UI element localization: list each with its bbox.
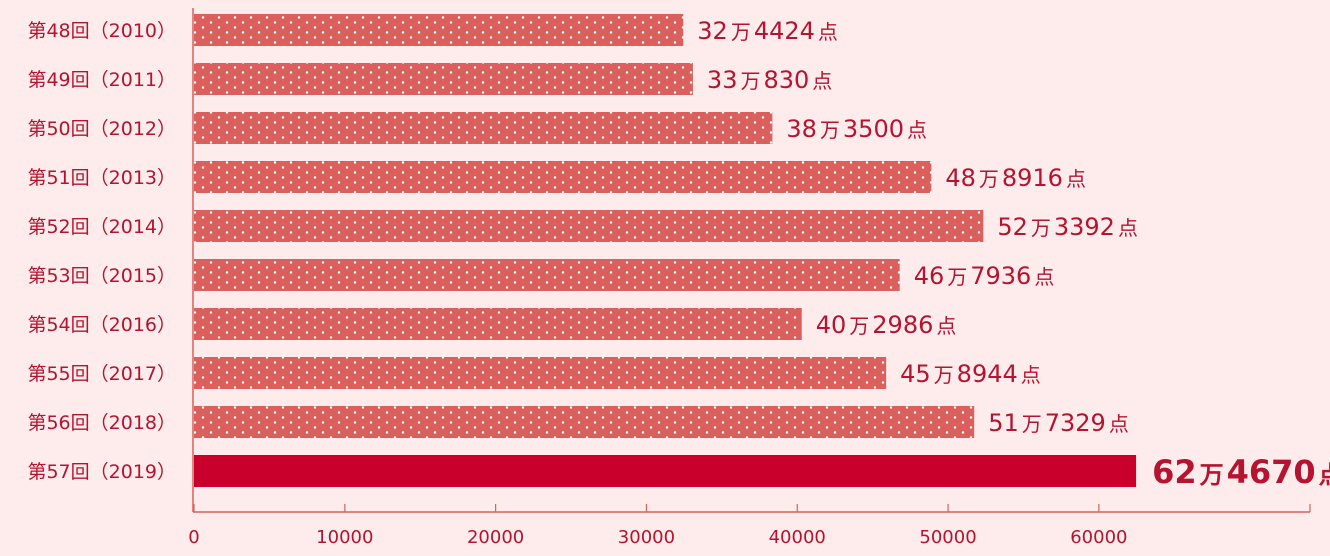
- bar: [194, 63, 693, 95]
- bar: [194, 308, 802, 340]
- value-label: 62万4670点: [1152, 453, 1330, 491]
- x-tick-label: 0: [188, 527, 199, 548]
- bar: [194, 210, 984, 242]
- x-tick-label: 60000: [1070, 527, 1127, 548]
- category-label: 第55回（2017）: [27, 363, 176, 385]
- value-label: 32 万 4424 点: [697, 17, 838, 45]
- axes: 0 10000 20000 30000 40000 50000 60000: [188, 8, 1311, 548]
- category-label: 第52回（2014）: [27, 216, 176, 238]
- category-labels: 第48回（2010） 第49回（2011） 第50回（2012） 第51回（2013）…: [27, 20, 176, 483]
- category-label: 第48回（2010）: [27, 20, 176, 42]
- value-label: 51 万 7329 点: [988, 409, 1129, 437]
- x-tick-label: 40000: [769, 527, 826, 548]
- category-label: 第57回（2019）: [27, 461, 176, 483]
- bar: [194, 357, 887, 389]
- bar: [194, 161, 932, 193]
- x-tick-label: 30000: [618, 527, 675, 548]
- x-tick-label: 20000: [467, 527, 524, 548]
- bars: [194, 14, 1137, 487]
- category-label: 第53回（2015）: [27, 265, 176, 287]
- category-label: 第50回（2012）: [27, 118, 176, 140]
- category-label: 第54回（2016）: [27, 314, 176, 336]
- value-label: 40 万 2986 点: [816, 311, 957, 339]
- bar: [194, 112, 773, 144]
- category-label: 第51回（2013）: [27, 167, 176, 189]
- x-tick-label: 10000: [316, 527, 373, 548]
- category-label: 第49回（2011）: [27, 69, 176, 91]
- value-labels: 32 万 4424 点 33 万 830 点 38 万 3500 点 48 万 8916 点 52 万 3392 点 4…: [697, 17, 1330, 491]
- value-label: 46 万 7936 点: [914, 262, 1055, 290]
- value-label: 33 万 830 点: [707, 66, 832, 94]
- bar: [194, 14, 684, 46]
- bar: [194, 259, 900, 291]
- bar: [194, 406, 975, 438]
- x-tick-label: 50000: [919, 527, 976, 548]
- value-label: 45 万 8944 点: [900, 360, 1041, 388]
- value-label: 48 万 8916 点: [945, 164, 1086, 192]
- value-label: 52 万 3392 点: [997, 213, 1138, 241]
- bar: [194, 455, 1137, 487]
- category-label: 第56回（2018）: [27, 412, 176, 434]
- value-label: 38 万 3500 点: [786, 115, 927, 143]
